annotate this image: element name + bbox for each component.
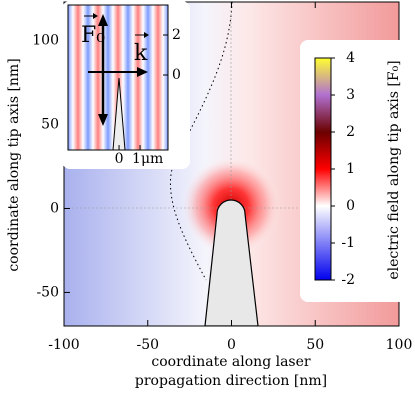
colorbar — [314, 57, 332, 281]
colorbar-label: electric field along tip axis [F₀] — [386, 60, 402, 279]
y-tick-label: -50 — [36, 284, 59, 300]
colorbar-tick-label: 0 — [346, 198, 355, 214]
x-label: propagation direction [nm] — [135, 373, 327, 389]
y-tick-label: 0 — [50, 200, 59, 216]
x-tick-label: -50 — [136, 337, 159, 353]
x-tick-label: 0 — [227, 337, 236, 353]
y-label: coordinate along tip axis [nm] — [6, 58, 22, 271]
colorbar-tick-label: 4 — [346, 50, 355, 66]
inset-y-tick-label: 0 — [172, 67, 181, 83]
inset-axes: 0 1μm 0 2 — [115, 27, 181, 167]
tip — [204, 199, 259, 326]
inset-y-tick-label: 2 — [172, 27, 181, 43]
x-tick-label: 100 — [386, 337, 413, 353]
colorbar-tick-label: 2 — [346, 124, 355, 140]
inset-label: F₀ — [81, 23, 105, 48]
colorbar-tick-label: 3 — [346, 87, 355, 103]
colorbar-tick-label: -1 — [341, 235, 355, 251]
y-tick-label: 100 — [32, 33, 59, 49]
inset-label: k — [134, 41, 148, 66]
inset-x-tick-label: 1μm — [132, 151, 163, 167]
colorbar-axes: -2 -1 0 1 2 3 4 — [331, 50, 355, 288]
inset-x-tick-label: 0 — [115, 151, 124, 167]
y-tick-label: 50 — [41, 117, 59, 133]
colorbar-tick-label: 1 — [346, 161, 355, 177]
x-tick-label: -100 — [48, 337, 79, 353]
colorbar-tick-label: -2 — [341, 272, 355, 288]
x-label: coordinate along laser — [151, 354, 311, 370]
x-tick-label: 50 — [306, 337, 324, 353]
